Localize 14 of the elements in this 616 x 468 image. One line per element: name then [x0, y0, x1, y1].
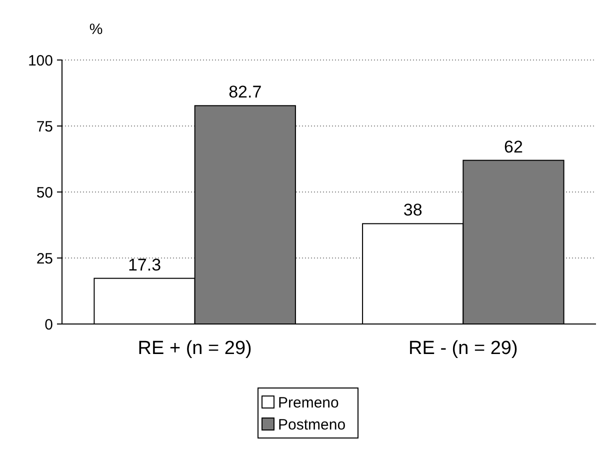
- y-tick-label: 100: [28, 52, 53, 70]
- x-tick-label: RE + (n = 29): [138, 338, 252, 359]
- y-tick-label: 75: [36, 118, 53, 136]
- y-tick-label: 25: [36, 250, 53, 268]
- data-label: 38: [403, 200, 422, 220]
- legend-label: Postmeno: [278, 416, 346, 434]
- y-axis-title: %: [89, 21, 103, 38]
- legend-label: Premeno: [278, 394, 339, 412]
- y-tick-label: 50: [36, 184, 53, 202]
- data-label: 82.7: [228, 82, 262, 102]
- x-tick-label: RE - (n = 29): [408, 338, 518, 359]
- data-label: 62: [504, 137, 523, 156]
- data-label: 17.3: [128, 255, 162, 274]
- y-tick-label: 0: [44, 316, 53, 334]
